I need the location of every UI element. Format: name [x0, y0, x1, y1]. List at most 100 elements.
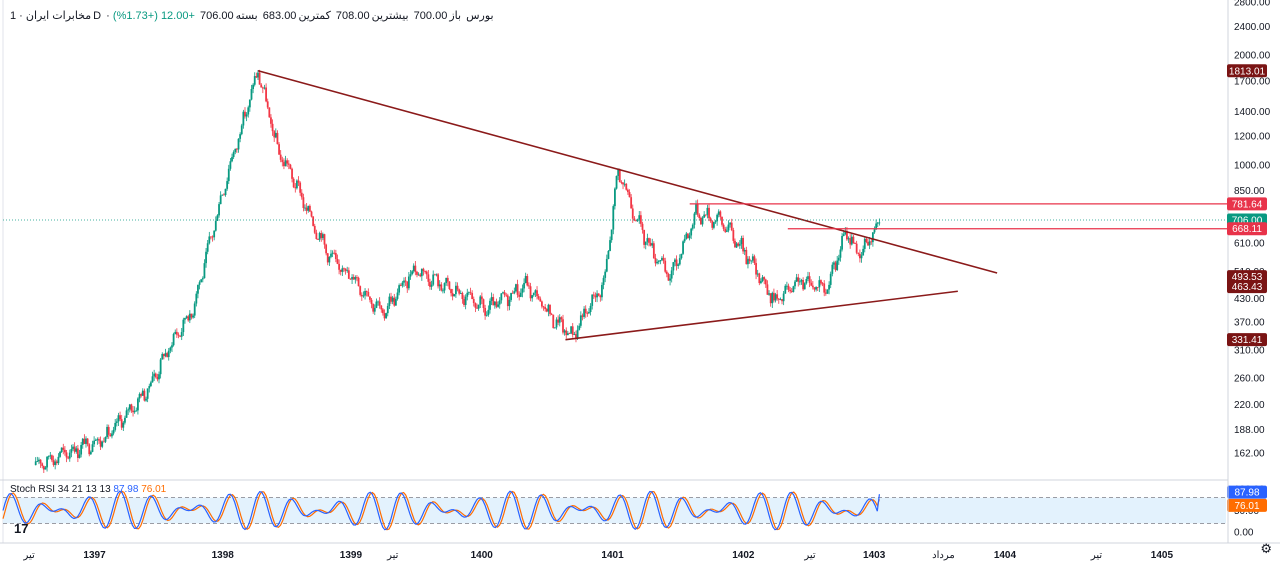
candle-body [420, 268, 423, 277]
candle-body [837, 257, 840, 261]
candle-body [334, 253, 337, 260]
candle-body [868, 241, 871, 246]
trendline-ascending-support[interactable] [565, 290, 958, 341]
stoch-value-label: 87.98 [1234, 488, 1259, 499]
candle-body [583, 308, 585, 317]
candle-body [871, 232, 874, 243]
candle-body [281, 159, 284, 163]
candle-body [539, 298, 542, 302]
candle-body [547, 304, 550, 312]
candle-body [65, 452, 68, 458]
candle-body [743, 249, 746, 252]
candle-body [601, 285, 603, 298]
candle-body [239, 134, 242, 139]
price-axis[interactable]: 2800.00 2400.00 2000.00 1700.00 1400.00 1200.… [1227, 0, 1271, 543]
candle-body [247, 107, 250, 115]
candle-body [248, 99, 251, 108]
candle-body [455, 285, 457, 295]
candle-body [529, 286, 532, 299]
candle-body [78, 454, 81, 458]
candle-body [175, 331, 178, 335]
candle-body [417, 274, 420, 276]
candle-body [252, 84, 255, 90]
candle-body [317, 239, 319, 240]
candle-body [824, 292, 827, 294]
candle-body [250, 89, 253, 100]
candle-body [528, 285, 530, 287]
symbol-name[interactable]: مخابرات ایران [25, 10, 92, 22]
candle-body [672, 262, 675, 271]
candle-body [164, 353, 167, 357]
candle-body [524, 276, 527, 283]
candle-body [597, 293, 600, 296]
candle-body [724, 228, 727, 232]
candle-body [628, 192, 631, 198]
candle-body [487, 309, 490, 315]
candle-body [172, 334, 175, 346]
candle-body [562, 319, 564, 333]
candle-body [847, 238, 850, 240]
candle-body [674, 259, 676, 263]
price-tick-label: 850.00 [1234, 186, 1265, 197]
candle-body [463, 299, 465, 306]
candle-body [802, 280, 805, 290]
candle-body [661, 257, 663, 261]
candle-body [867, 241, 869, 246]
candle-body [85, 438, 87, 444]
candle-body [325, 244, 328, 254]
candle-body [383, 313, 386, 319]
candle-body [68, 452, 71, 459]
candle-body [304, 207, 306, 209]
candle-body [781, 299, 783, 302]
time-tick-label: تیر [1090, 550, 1103, 561]
indicator-name: Stoch RSI 34 21 13 13 [10, 484, 111, 495]
candle-body [213, 230, 216, 238]
candles-group[interactable] [34, 69, 881, 473]
candle-body [276, 132, 279, 145]
candle-body [700, 217, 702, 225]
candle-body [842, 234, 845, 236]
price-tick-label: 2800.00 [1234, 0, 1271, 9]
candle-body [761, 277, 764, 282]
stoch-value-box [1227, 485, 1267, 499]
candle-body [138, 394, 141, 399]
candle-body [357, 277, 360, 287]
candle-body [682, 241, 684, 254]
candle-body [223, 194, 225, 196]
time-axis[interactable]: تیر 1397 1398 1399 تیر 1400 1401 1402 تیر 1403 مرد… [0, 542, 1280, 561]
interval[interactable]: 1D [10, 10, 102, 22]
candle-body [641, 223, 644, 230]
exchange: بورس [466, 10, 494, 22]
indicator-label[interactable]: Stoch RSI 34 21 13 13 87.98 76.01 [10, 484, 166, 495]
candle-body [57, 456, 60, 464]
candle-body [511, 292, 514, 294]
candle-body [513, 291, 516, 294]
candle-body [101, 441, 104, 447]
candle-body [127, 409, 130, 411]
candle-body [479, 296, 482, 305]
candle-body [64, 449, 66, 453]
candle-body [47, 456, 50, 458]
candle-body [453, 294, 456, 297]
candle-body [618, 169, 621, 183]
candle-body [333, 252, 336, 254]
candle-body [339, 269, 342, 272]
trendline-descending-resistance[interactable] [257, 69, 998, 274]
price-pane[interactable] [2, 0, 1228, 543]
candle-body [180, 332, 183, 337]
gear-icon[interactable]: ⚙ [1260, 541, 1272, 556]
candle-body [274, 132, 277, 138]
price-tick-label: 220.00 [1234, 400, 1265, 411]
candle-body [820, 280, 822, 284]
candle-body [133, 410, 136, 413]
candle-body [161, 353, 164, 360]
candle-body [691, 224, 694, 229]
candle-body [751, 256, 754, 261]
candle-body [742, 238, 744, 252]
candle-body [148, 386, 151, 389]
candle-body [438, 284, 441, 287]
candle-body [364, 291, 366, 296]
candle-body [372, 304, 375, 312]
